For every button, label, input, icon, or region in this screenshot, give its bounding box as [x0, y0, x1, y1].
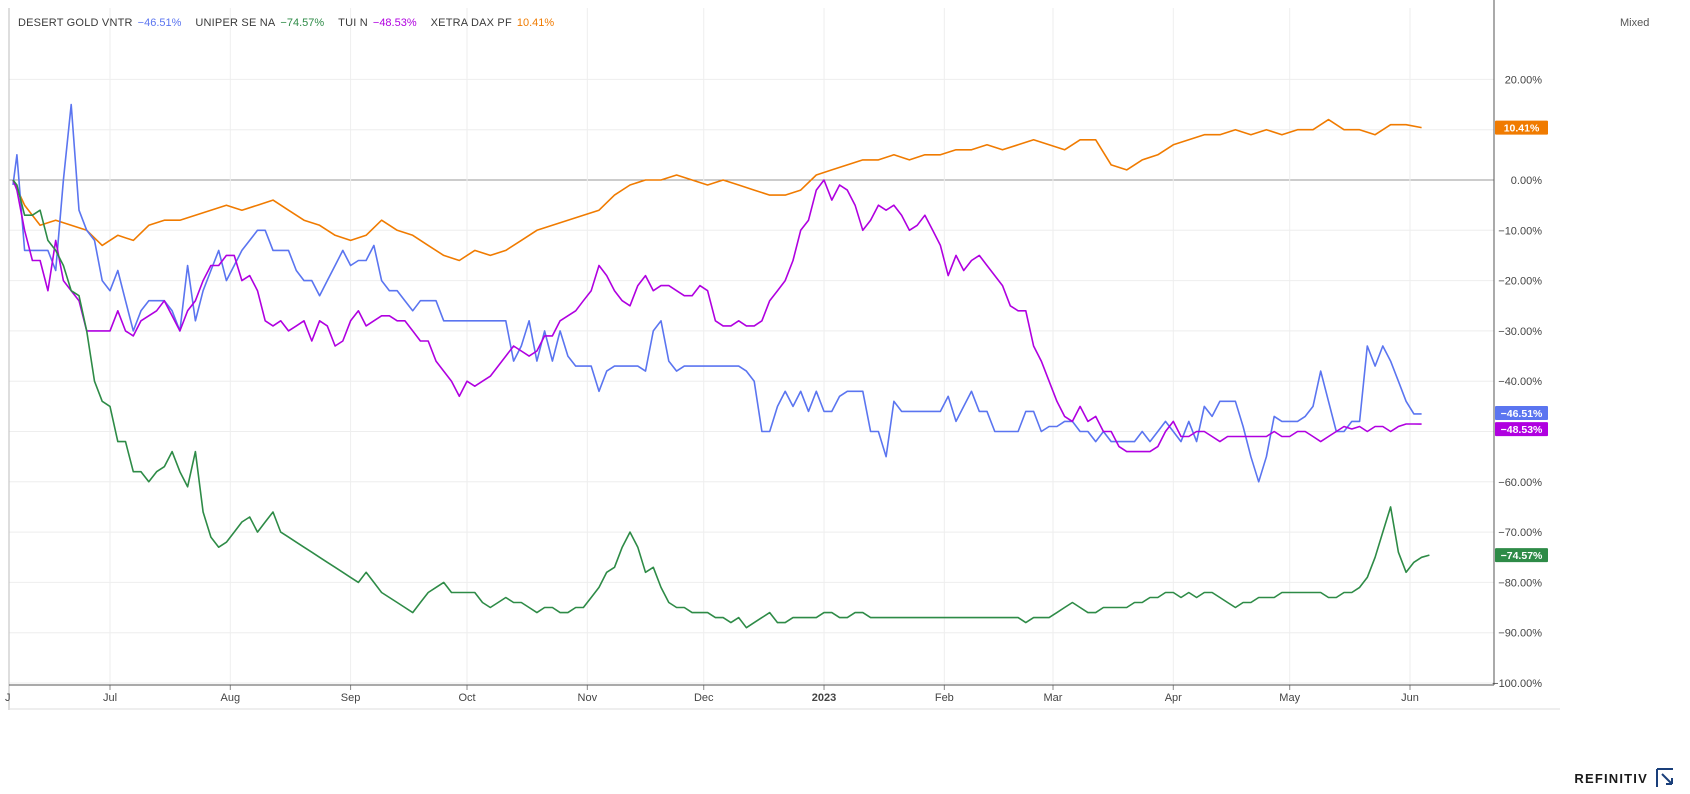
brand-name: REFINITIV — [1574, 770, 1648, 786]
brand-logo: REFINITIV — [1574, 768, 1676, 788]
scale-mode-label[interactable]: Mixed — [1620, 17, 1650, 29]
series-line-uniper-se-na — [12, 179, 1430, 629]
legend-item[interactable]: TUI N −48.53% — [338, 17, 416, 29]
end-label-bg — [1495, 422, 1548, 437]
x-tick-label: Dec — [694, 692, 714, 704]
x-tick-label-clipped: J — [5, 692, 11, 704]
legend-series-value: −46.51% — [137, 17, 182, 29]
legend-series-value: −48.53% — [372, 17, 417, 29]
series-line-tui-n — [12, 179, 1422, 453]
y-tick-label: −80.00% — [1498, 577, 1542, 589]
chart-legend: DESERT GOLD VNTR −46.51% UNIPER SE NA −74.5… — [18, 17, 568, 29]
y-tick-label: −40.00% — [1498, 376, 1542, 388]
x-tick-label: Jun — [1401, 692, 1419, 704]
series-line-xetra-dax-pf — [12, 118, 1422, 262]
x-tick-label: Feb — [935, 692, 954, 704]
end-label-text: −46.51% — [1501, 408, 1543, 420]
refinitiv-icon — [1656, 768, 1673, 787]
x-tick-label: Nov — [578, 692, 598, 704]
y-tick-label: 20.00% — [1505, 74, 1543, 86]
x-tick-label: May — [1279, 692, 1300, 704]
legend-series-value: 10.41% — [516, 17, 555, 29]
x-tick-label: Oct — [458, 692, 475, 704]
legend-series-name: TUI N — [338, 17, 368, 29]
end-label-text: −48.53% — [1501, 424, 1543, 436]
y-tick-label: −100.00% — [1492, 678, 1542, 690]
y-tick-label: −70.00% — [1498, 527, 1542, 539]
y-tick-label: −30.00% — [1498, 326, 1542, 338]
y-tick-label: −90.00% — [1498, 628, 1542, 640]
legend-item[interactable]: DESERT GOLD VNTR −46.51% — [18, 17, 181, 29]
x-tick-label: Mar — [1044, 692, 1063, 704]
y-tick-label: 0.00% — [1511, 175, 1542, 187]
end-label-desert-gold-vntr: −46.51% — [1495, 405, 1548, 420]
chart-grid — [9, 8, 1494, 685]
series-end-labels: 10.41% −46.51% −48.53% −74.57% — [1495, 120, 1548, 563]
series-lines — [12, 103, 1430, 629]
x-tick-label: Jul — [103, 692, 117, 704]
y-tick-label: −60.00% — [1498, 477, 1542, 489]
y-tick-label: −20.00% — [1498, 276, 1542, 288]
end-label-bg — [1495, 405, 1548, 420]
end-label-text: 10.41% — [1504, 123, 1540, 135]
end-label-xetra-dax-pf: 10.41% — [1495, 120, 1548, 135]
x-tick-label: Apr — [1165, 692, 1182, 704]
legend-series-value: −74.57% — [280, 17, 325, 29]
x-tick-label: 2023 — [812, 692, 836, 704]
y-tick-label: −10.00% — [1498, 225, 1542, 237]
end-label-bg — [1495, 120, 1548, 135]
y-axis-tick-labels: 20.00%10.00%0.00%−10.00%−20.00%−30.00%−4… — [1492, 74, 1542, 690]
legend-series-name: XETRA DAX PF — [430, 17, 512, 29]
chart-axes — [8, 0, 1560, 710]
series-line-desert-gold-vntr — [12, 103, 1422, 483]
end-label-bg — [1495, 548, 1548, 563]
legend-item[interactable]: UNIPER SE NA −74.57% — [195, 17, 324, 29]
x-tick-label: Sep — [341, 692, 361, 704]
x-tick-label: Aug — [221, 692, 241, 704]
legend-item[interactable]: XETRA DAX PF 10.41% — [431, 17, 555, 29]
legend-series-name: DESERT GOLD VNTR — [18, 17, 133, 29]
x-axis-tick-labels: Jul Aug Sep Oct Nov Dec 2023 Feb Mar Apr May Jun J — [5, 692, 1419, 704]
end-label-text: −74.57% — [1501, 550, 1543, 562]
end-label-uniper-se-na: −74.57% — [1495, 548, 1548, 563]
legend-series-name: UNIPER SE NA — [195, 17, 276, 29]
end-label-tui-n: −48.53% — [1495, 422, 1548, 437]
